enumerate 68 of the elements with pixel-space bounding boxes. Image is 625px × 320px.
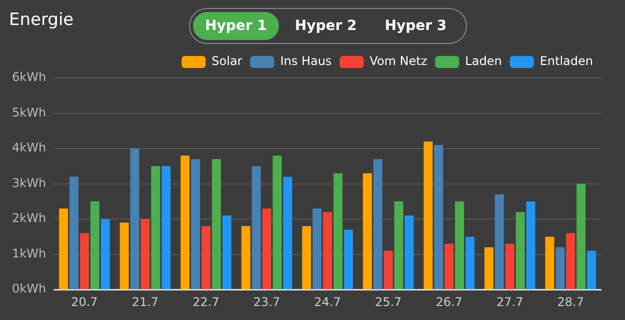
x-tick-label: 26.7 [436,294,462,309]
bar [140,219,150,290]
x-tick-label: 21.7 [132,294,159,309]
y-tick-label: 2kWh [12,211,46,226]
bar [323,212,332,290]
x-tick-label: 20.7 [71,294,98,309]
legend-label: Laden [465,54,502,68]
bar [394,201,404,290]
bar [505,244,514,290]
bar [201,226,210,290]
bar [241,226,250,290]
bar [344,230,353,290]
bar [69,176,78,290]
bar [90,201,100,290]
x-tick-label: 27.7 [496,294,524,309]
bar [130,148,140,290]
x-tick-label: 25.7 [374,294,402,309]
bar [312,208,322,290]
bar [59,208,68,290]
bar [362,173,372,290]
y-tick-label: 3kWh [12,176,46,190]
bar [212,159,221,290]
legend-label: Vom Netz [370,54,428,68]
bar [302,226,312,290]
bar [333,173,342,290]
bar [252,166,261,290]
bar [162,166,171,290]
bar [222,216,232,290]
bar [283,176,292,290]
bar [373,159,382,290]
x-tick-label: 24.7 [314,294,341,309]
bar [465,236,474,290]
bar [526,201,536,290]
bar [120,222,129,290]
bar [484,247,494,290]
bar [566,233,576,290]
bar [455,201,464,290]
bar [424,141,433,290]
bar [100,219,110,290]
x-tick-label: 23.7 [253,294,280,309]
bar [404,216,414,290]
legend-label: Solar [212,54,242,68]
bar [180,156,190,290]
chart-title: Energie [9,10,74,30]
bar [444,244,454,290]
bar [272,156,282,290]
bar [556,247,565,290]
y-tick-label: 5kWh [12,105,46,120]
y-tick-label: 6kWh [12,70,46,84]
legend-label: Entladen [540,54,593,68]
bar [545,236,554,290]
bar [151,166,160,290]
legend-label: Ins Haus [280,54,332,68]
tab-selector: Hyper 1 Hyper 2 Hyper 3 [189,8,467,44]
bar [80,233,89,290]
y-tick-label: 1kWh [12,246,46,260]
bar [576,184,586,290]
y-tick-label: 0kWh [12,282,46,296]
bar [434,145,444,290]
bar [494,194,504,290]
x-tick-label: 28.7 [557,294,584,309]
x-tick-label: 22.7 [192,294,220,309]
bar [191,159,200,290]
bar [384,250,393,290]
bar [262,208,272,290]
y-tick-label: 4kWh [12,140,46,155]
bar [516,212,525,290]
bar [587,250,596,290]
